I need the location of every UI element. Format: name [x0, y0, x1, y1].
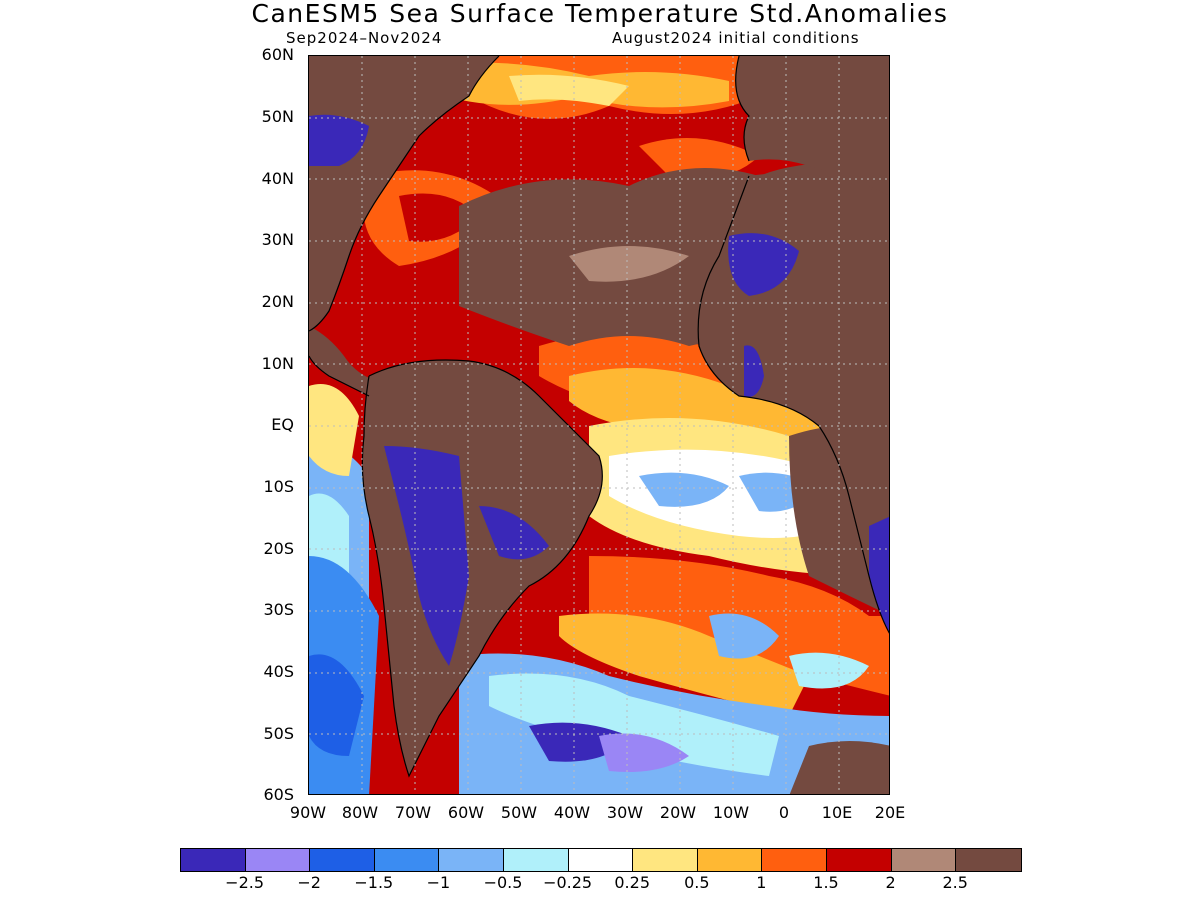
lon-label-90w: 90W	[289, 803, 327, 822]
central-america	[309, 326, 369, 396]
lat-label-10n: 10N	[261, 354, 294, 373]
colorbar-tick-label: 1.5	[813, 873, 839, 892]
lon-label-0: 0	[778, 803, 790, 822]
colorbar-tick-label: 2	[885, 873, 896, 892]
lat-label-60s: 60S	[263, 785, 294, 804]
colorbar-swatch	[633, 849, 698, 871]
lon-label-60w: 60W	[447, 803, 485, 822]
lat-label-eq: EQ	[271, 415, 294, 434]
anomaly-map-canvas	[309, 56, 889, 794]
lat-label-50n: 50N	[261, 107, 294, 126]
lon-label-80w: 80W	[341, 803, 379, 822]
lon-label-30w: 30W	[606, 803, 644, 822]
colorbar-swatch	[956, 849, 1021, 871]
lat-label-40n: 40N	[261, 169, 294, 188]
colorbar-swatch	[245, 849, 311, 871]
colorbar-tick-label: −2.5	[225, 873, 265, 892]
colorbar	[180, 848, 1022, 872]
colorbar-tick-label: −0.5	[483, 873, 523, 892]
colorbar-tick-label: −1	[426, 873, 451, 892]
colorbar-swatch	[697, 849, 763, 871]
lon-label-70w: 70W	[394, 803, 432, 822]
initial-conditions-label: August2024 initial conditions	[612, 29, 860, 47]
lat-label-60n: 60N	[261, 45, 294, 64]
anomaly-map	[308, 55, 890, 795]
lon-label-10w: 10W	[712, 803, 750, 822]
colorbar-tick-label: 0.5	[684, 873, 710, 892]
colorbar-swatch	[826, 849, 892, 871]
lat-label-20n: 20N	[261, 292, 294, 311]
colorbar-swatch	[762, 849, 827, 871]
colorbar-swatch	[568, 849, 634, 871]
colorbar-swatch	[891, 849, 957, 871]
lon-label-50w: 50W	[500, 803, 538, 822]
lat-label-30n: 30N	[261, 230, 294, 249]
map-title: CanESM5 Sea Surface Temperature Std.Anom…	[251, 0, 949, 28]
colorbar-tick-label: −1.5	[354, 873, 394, 892]
lon-label-40w: 40W	[553, 803, 591, 822]
colorbar-tick-label: −2	[297, 873, 321, 892]
lat-label-20s: 20S	[263, 539, 294, 558]
colorbar-swatch	[439, 849, 504, 871]
colorbar-swatch	[503, 849, 569, 871]
lat-label-50s: 50S	[263, 724, 294, 743]
europe	[735, 56, 889, 196]
lon-label-10e: 10E	[821, 803, 853, 822]
lat-label-40s: 40S	[263, 662, 294, 681]
colorbar-tick-label: 1	[756, 873, 767, 892]
lon-label-20w: 20W	[659, 803, 697, 822]
colorbar-tick-label: 2.5	[942, 873, 968, 892]
warm-anomaly-field	[309, 56, 889, 716]
coastlines	[309, 56, 889, 778]
forecast-period: Sep2024–Nov2024	[286, 29, 443, 47]
colorbar-swatch	[374, 849, 440, 871]
lat-label-30s: 30S	[263, 600, 294, 619]
colorbar-tick-label: 0.25	[614, 873, 650, 892]
graticule	[309, 56, 889, 794]
lon-label-20e: 20E	[874, 803, 906, 822]
lat-label-10s: 10S	[263, 477, 294, 496]
colorbar-tick-label: −0.25	[543, 873, 593, 892]
colorbar-swatch	[310, 849, 375, 871]
colorbar-swatch	[181, 849, 246, 871]
